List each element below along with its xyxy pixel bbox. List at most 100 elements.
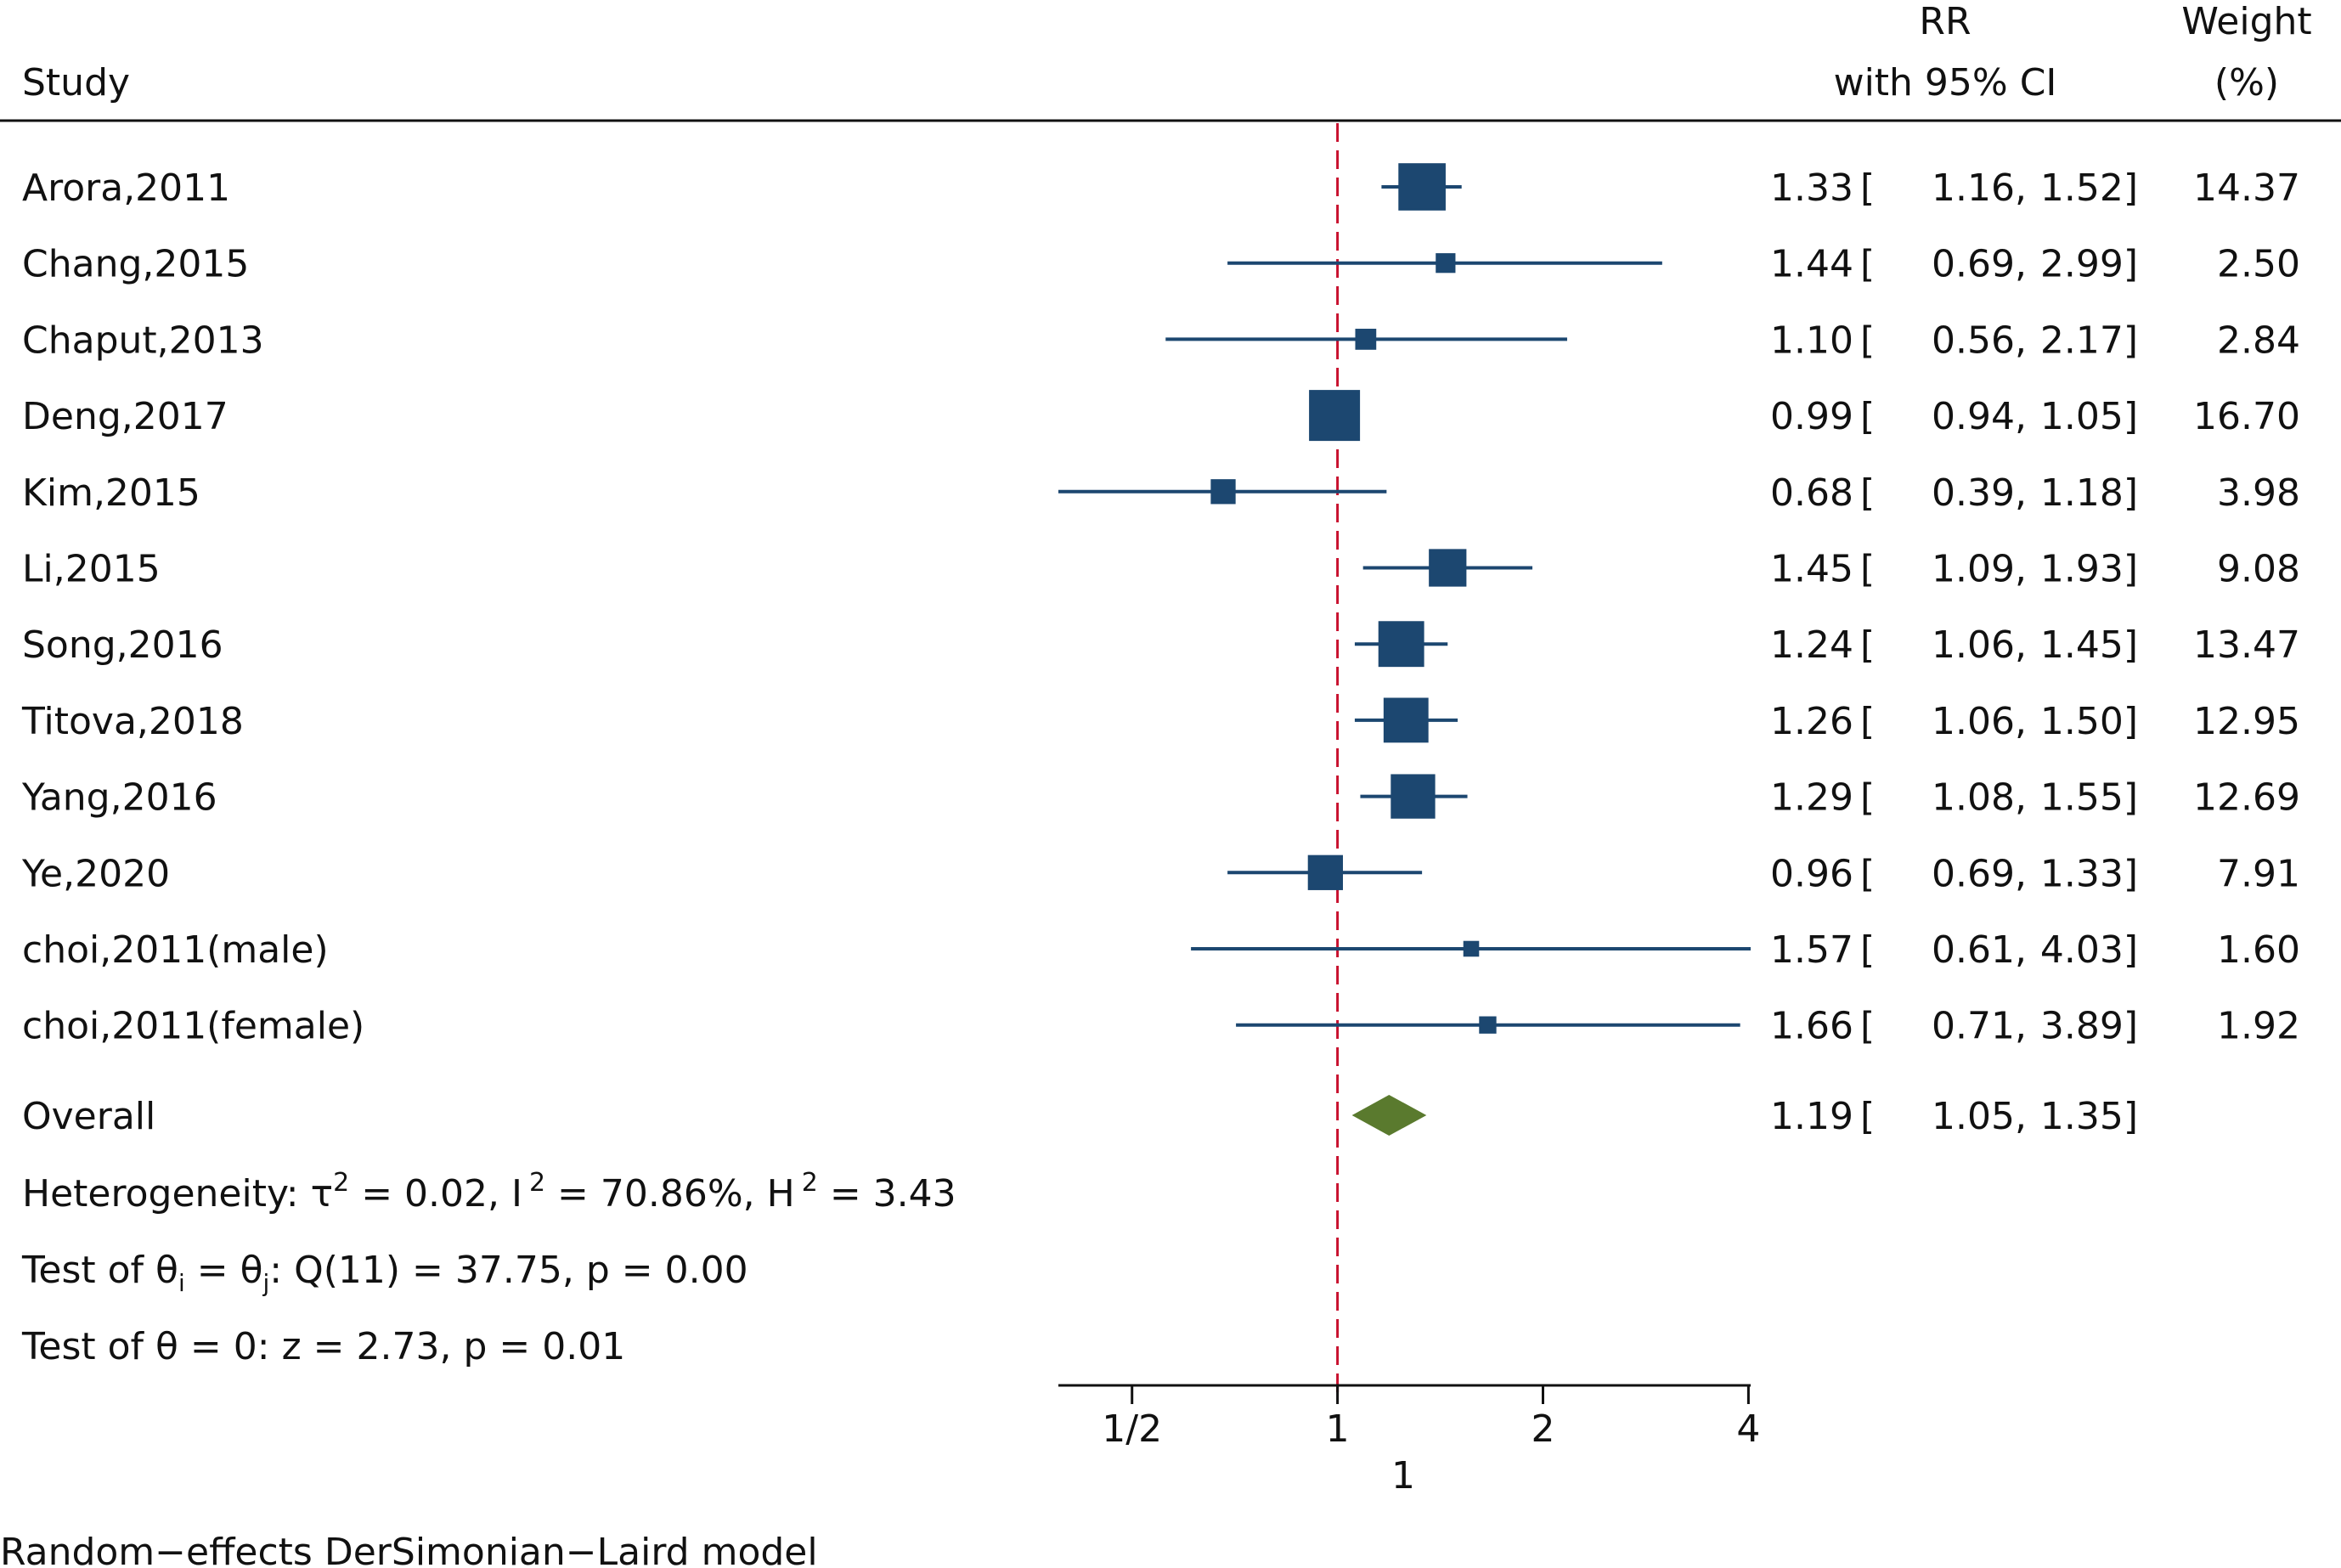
study-row: Li,2015 1.45[1.09, 1.93] 9.08 bbox=[22, 548, 2300, 591]
ci-upper-value: 3.89] bbox=[2040, 1005, 2138, 1048]
rr-value: 1.33 bbox=[1770, 166, 1853, 210]
rr-value: 1.10 bbox=[1770, 319, 1853, 362]
study-label: Chaput,2013 bbox=[22, 319, 264, 362]
weight-value: 1.60 bbox=[2217, 928, 2300, 972]
study-row: choi,2011(female) 1.66[0.71, 3.89] 1.92 bbox=[22, 1005, 2300, 1048]
ci-open-bracket: [ bbox=[1860, 548, 1875, 591]
ci-open-bracket: [ bbox=[1860, 700, 1875, 743]
hom-rest: : Q(11) = 37.75, p = 0.00 bbox=[269, 1249, 747, 1292]
study-label: choi,2011(female) bbox=[22, 1005, 364, 1048]
study-row: Kim,2015 0.68[0.39, 1.18] 3.98 bbox=[22, 471, 2300, 515]
study-label: Ye,2020 bbox=[21, 852, 170, 895]
ci-open-bracket: [ bbox=[1860, 166, 1875, 210]
ci-open-bracket: [ bbox=[1860, 623, 1875, 667]
point-estimate-square bbox=[1307, 855, 1344, 890]
weight-value: 14.37 bbox=[2193, 166, 2300, 210]
hom-sub-j: j bbox=[262, 1269, 270, 1297]
effect-test-text: Test of θ = 0: z = 2.73, p = 0.01 bbox=[21, 1325, 625, 1368]
weight-value: 2.50 bbox=[2217, 243, 2300, 286]
study-row: choi,2011(male) 1.57[0.61, 4.03] 1.60 bbox=[22, 928, 2300, 972]
rr-value: 1.29 bbox=[1770, 776, 1853, 820]
het-prefix: Heterogeneity: bbox=[22, 1172, 311, 1215]
rr-value: 1.44 bbox=[1770, 243, 1853, 286]
weight-value: 16.70 bbox=[2193, 395, 2300, 438]
ci-open-bracket: [ bbox=[1860, 1005, 1875, 1048]
ci-open-bracket: [ bbox=[1860, 319, 1875, 362]
het-h2-value: = 3.43 bbox=[818, 1172, 956, 1215]
study-row: Chang,2015 1.44[0.69, 2.99] 2.50 bbox=[22, 243, 2300, 286]
ci-lower-value: 1.08, bbox=[1932, 776, 2027, 820]
study-row: Deng,2017 0.99[0.94, 1.05] 16.70 bbox=[22, 390, 2300, 442]
axis-label: 1 bbox=[1391, 1454, 1415, 1497]
ci-open-bracket: [ bbox=[1860, 852, 1875, 895]
study-label: Chang,2015 bbox=[22, 243, 249, 286]
ci-open-bracket: [ bbox=[1860, 776, 1875, 820]
point-estimate-square bbox=[1210, 479, 1236, 505]
rr-value: 1.66 bbox=[1770, 1005, 1853, 1048]
rr-value: 1.45 bbox=[1770, 548, 1853, 591]
ci-lower-value: 0.71, bbox=[1932, 1005, 2027, 1048]
point-estimate-square bbox=[1463, 940, 1480, 957]
study-label: Arora,2011 bbox=[22, 166, 230, 210]
ci-lower-value: 0.56, bbox=[1932, 319, 2027, 362]
axis-tick-label: 1/2 bbox=[1102, 1407, 1162, 1451]
ci-lower-value: 0.69, bbox=[1932, 243, 2027, 286]
study-label: Li,2015 bbox=[22, 548, 161, 591]
study-row: Arora,2011 1.33[1.16, 1.52] 14.37 bbox=[22, 163, 2300, 211]
hom-theta-i: θ bbox=[155, 1249, 178, 1292]
overall-row: Overall 1.19[1.05, 1.35] bbox=[22, 1095, 2138, 1138]
ci-upper-value: 1.55] bbox=[2040, 776, 2138, 820]
weight-value: 13.47 bbox=[2193, 623, 2300, 667]
weight-value: 7.91 bbox=[2217, 852, 2300, 895]
ci-lower-value: 0.61, bbox=[1932, 928, 2027, 972]
het-tau: τ bbox=[311, 1172, 334, 1215]
het-i2-value: = 70.86%, H bbox=[545, 1172, 795, 1215]
ci-upper-value: 1.45] bbox=[2040, 623, 2138, 667]
axis-tick-label: 4 bbox=[1736, 1407, 1760, 1451]
overall-ci-upper-value: 1.35] bbox=[2040, 1095, 2138, 1138]
overall-diamond bbox=[1351, 1095, 1427, 1136]
point-estimate-square bbox=[1398, 163, 1446, 211]
ci-upper-value: 1.50] bbox=[2040, 700, 2138, 743]
point-estimate-square bbox=[1429, 549, 1467, 587]
ci-lower-value: 1.16, bbox=[1932, 166, 2027, 210]
study-row: Titova,2018 1.26[1.06, 1.50] 12.95 bbox=[21, 697, 2300, 743]
header-weight-line2: (%) bbox=[2214, 61, 2279, 104]
ci-lower-value: 1.06, bbox=[1932, 623, 2027, 667]
study-row: Chaput,2013 1.10[0.56, 2.17] 2.84 bbox=[22, 319, 2300, 362]
het-h2-sup: 2 bbox=[802, 1168, 818, 1198]
rr-value: 0.96 bbox=[1770, 852, 1853, 895]
ci-upper-value: 1.05] bbox=[2040, 395, 2138, 438]
hom-eq: = bbox=[185, 1249, 240, 1292]
footnote: Random−effects DerSimonian−Laird model bbox=[0, 1531, 818, 1568]
header-study: Study bbox=[22, 61, 130, 104]
ci-upper-value: 2.17] bbox=[2040, 319, 2138, 362]
study-label: Kim,2015 bbox=[22, 471, 200, 515]
weight-value: 1.92 bbox=[2217, 1005, 2300, 1048]
ci-lower-value: 0.94, bbox=[1932, 395, 2027, 438]
rr-value: 0.68 bbox=[1770, 471, 1853, 515]
weight-value: 12.69 bbox=[2193, 776, 2300, 820]
header-rr-line1: RR bbox=[1919, 0, 1971, 43]
ci-open-bracket: [ bbox=[1860, 395, 1875, 438]
study-label: Yang,2016 bbox=[21, 776, 217, 820]
rr-value: 0.99 bbox=[1770, 395, 1853, 438]
point-estimate-square bbox=[1436, 253, 1456, 274]
ci-upper-value: 1.18] bbox=[2040, 471, 2138, 515]
ci-open-bracket: [ bbox=[1860, 243, 1875, 286]
point-estimate-square bbox=[1309, 390, 1361, 442]
ci-lower-value: 0.69, bbox=[1932, 852, 2027, 895]
rr-value: 1.26 bbox=[1770, 700, 1853, 743]
study-row: Ye,2020 0.96[0.69, 1.33] 7.91 bbox=[21, 852, 2300, 895]
weight-value: 12.95 bbox=[2193, 700, 2300, 743]
ci-upper-value: 2.99] bbox=[2040, 243, 2138, 286]
point-estimate-square bbox=[1355, 329, 1377, 350]
het-tau-value: = 0.02, I bbox=[349, 1172, 522, 1215]
study-label: Titova,2018 bbox=[21, 700, 244, 743]
ci-upper-value: 1.52] bbox=[2040, 166, 2138, 210]
point-estimate-square bbox=[1390, 774, 1436, 819]
x-axis: 1/2 1 2 4 bbox=[1058, 1384, 1760, 1451]
study-label: Song,2016 bbox=[22, 623, 223, 667]
weight-value: 3.98 bbox=[2217, 471, 2300, 515]
